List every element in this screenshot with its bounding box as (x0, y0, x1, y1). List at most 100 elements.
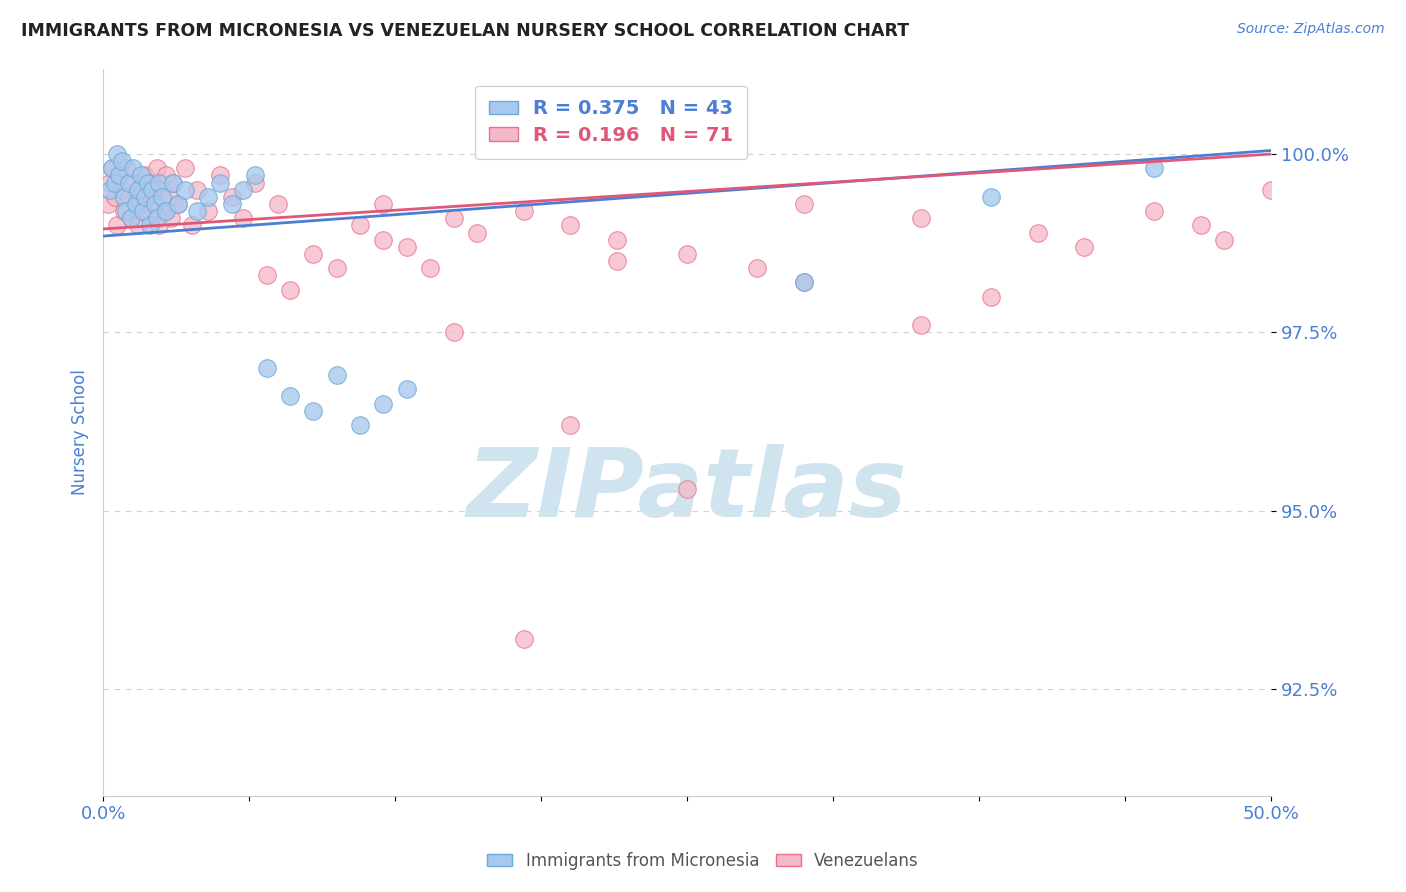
Point (256, 268, 278, 283)
Point (111, 154, 134, 169)
Point (146, 211, 169, 226)
Point (167, 197, 190, 211)
Point (180, 219, 202, 233)
Point (105, 147, 128, 161)
Point (606, 233, 628, 247)
Point (122, 176, 145, 190)
Point (373, 396, 395, 410)
Legend: R = 0.375   N = 43, R = 0.196   N = 71: R = 0.375 N = 43, R = 0.196 N = 71 (475, 86, 747, 159)
Point (221, 197, 243, 211)
Point (148, 176, 170, 190)
Point (141, 176, 163, 190)
Point (127, 183, 149, 197)
Point (139, 219, 162, 233)
Point (676, 247, 699, 261)
Point (146, 161, 169, 176)
Legend: Immigrants from Micronesia, Venezuelans: Immigrants from Micronesia, Venezuelans (481, 846, 925, 877)
Point (267, 197, 290, 211)
Point (105, 219, 128, 233)
Point (465, 226, 488, 240)
Point (104, 176, 127, 190)
Point (120, 211, 142, 226)
Point (112, 204, 135, 219)
Point (910, 211, 932, 226)
Point (134, 169, 156, 183)
Point (221, 190, 243, 204)
Point (793, 197, 815, 211)
Point (980, 190, 1002, 204)
Point (122, 161, 145, 176)
Point (186, 183, 208, 197)
Point (129, 169, 152, 183)
Point (160, 211, 183, 226)
Point (148, 219, 170, 233)
Point (443, 326, 465, 340)
Point (162, 176, 184, 190)
Point (793, 276, 815, 290)
Point (155, 169, 177, 183)
Point (155, 204, 177, 219)
Point (186, 204, 208, 219)
Point (162, 176, 184, 190)
Point (1143, 161, 1166, 176)
Point (373, 197, 395, 211)
Point (108, 169, 131, 183)
Point (512, 204, 534, 219)
Point (676, 482, 699, 496)
Point (325, 368, 347, 383)
Point (419, 261, 441, 276)
Point (118, 176, 141, 190)
Point (278, 389, 301, 403)
Point (443, 211, 465, 226)
Point (560, 417, 582, 432)
Point (136, 176, 159, 190)
Point (197, 190, 219, 204)
Point (197, 204, 219, 219)
Point (560, 219, 582, 233)
Text: ZIPatlas: ZIPatlas (467, 444, 907, 537)
Point (112, 190, 135, 204)
Point (243, 169, 266, 183)
Point (278, 283, 301, 297)
Point (132, 204, 155, 219)
Point (173, 183, 195, 197)
Point (157, 190, 180, 204)
Point (118, 190, 141, 204)
Point (97, 197, 120, 211)
Point (243, 176, 266, 190)
Point (153, 204, 176, 219)
Point (108, 169, 131, 183)
Point (136, 190, 159, 204)
Text: IMMIGRANTS FROM MICRONESIA VS VENEZUELAN NURSERY SCHOOL CORRELATION CHART: IMMIGRANTS FROM MICRONESIA VS VENEZUELAN… (21, 22, 910, 40)
Point (793, 276, 815, 290)
Point (256, 361, 278, 376)
Point (125, 197, 148, 211)
Point (395, 383, 418, 397)
Point (101, 161, 124, 176)
Point (98, 183, 121, 197)
Point (125, 197, 148, 211)
Point (349, 219, 371, 233)
Point (1143, 204, 1166, 219)
Point (1073, 240, 1095, 254)
Point (134, 190, 156, 204)
Point (232, 211, 254, 226)
Point (98, 176, 121, 190)
Point (143, 197, 166, 211)
Point (1213, 233, 1236, 247)
Point (111, 183, 134, 197)
Point (150, 190, 173, 204)
Point (606, 254, 628, 268)
Point (1260, 183, 1282, 197)
Point (1189, 219, 1212, 233)
Point (232, 183, 254, 197)
Point (910, 318, 932, 333)
Point (167, 197, 190, 211)
Point (141, 183, 163, 197)
Point (139, 211, 162, 226)
Point (127, 219, 149, 233)
Point (173, 161, 195, 176)
Point (302, 403, 325, 417)
Point (104, 190, 127, 204)
Point (980, 290, 1002, 304)
